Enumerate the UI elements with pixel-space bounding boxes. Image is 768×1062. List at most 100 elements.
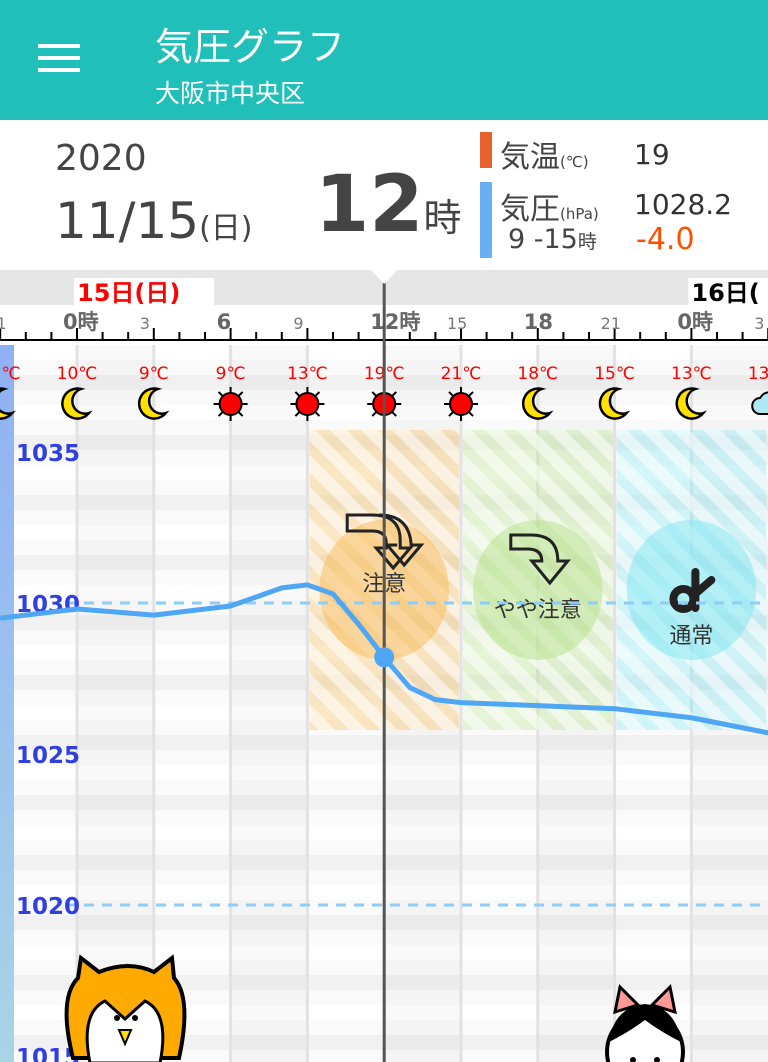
day-label-bg — [688, 278, 768, 305]
pressure-label-text: 気圧 — [500, 192, 560, 227]
down-arrow-icon — [509, 533, 571, 586]
sun-ray — [468, 411, 474, 417]
sun-ray — [217, 411, 224, 417]
date-value: 11/15 — [55, 192, 200, 250]
sun-ray — [371, 411, 378, 417]
hour-label: 15 — [447, 314, 467, 333]
sun-ray — [391, 391, 397, 397]
year: 2020 — [55, 138, 147, 179]
cloud-icon — [751, 391, 768, 415]
pressure-value: 1028.2 — [634, 188, 732, 221]
moon-icon — [61, 387, 93, 420]
sun-ray — [294, 391, 301, 397]
temperature-label: 13℃ — [287, 364, 328, 384]
change-range: 9 -15時 — [508, 224, 597, 255]
pressure-unit: (hPa) — [560, 205, 599, 223]
moon-shape — [521, 387, 554, 420]
change-value: -4.0 — [636, 222, 695, 257]
moon-icon — [0, 387, 16, 420]
temperature-label: 12℃ — [0, 364, 21, 384]
moon-shape — [137, 387, 170, 420]
temperature-label: 18℃ — [517, 364, 558, 384]
moon-shape — [598, 387, 631, 420]
hour-unit: 時 — [423, 196, 462, 240]
ok-icon-k — [691, 568, 716, 612]
hamburger-menu-icon[interactable] — [38, 44, 80, 74]
cloud-shape — [751, 391, 768, 415]
hour-label: 21 — [601, 314, 621, 333]
app-bar: 気圧グラフ 大阪市中央区 — [0, 0, 768, 120]
sun-icon — [213, 387, 248, 421]
sun-ray — [448, 391, 454, 397]
y-tick-label: 1020 — [16, 894, 80, 920]
sun-ray — [237, 411, 244, 417]
page-title: 気圧グラフ — [155, 25, 346, 69]
location-name: 大阪市中央区 — [155, 79, 306, 108]
sun-ray — [314, 391, 321, 397]
current-time-pointer — [371, 270, 398, 284]
hour-label: 9 — [293, 314, 303, 333]
sun-ray — [391, 411, 397, 417]
hour-label: 21 — [0, 314, 7, 333]
temp-unit: (℃) — [560, 153, 589, 171]
sun-icon — [444, 387, 478, 421]
temp-label: 気温(℃) — [500, 132, 589, 176]
pressure-chart[interactable]: 15日(日)16日(210時36912時1518210時3注意やや注意通常101… — [0, 270, 768, 1062]
temp-value: 19 — [634, 138, 670, 171]
column-shade — [77, 345, 154, 1062]
temp-legend-bar — [480, 132, 492, 168]
hour: 12時 — [315, 160, 462, 250]
sun-disc — [295, 392, 320, 416]
cat-mascot — [605, 983, 685, 1062]
temperature-label: 9℃ — [139, 364, 169, 384]
risk-zone-label: 通常 — [669, 624, 713, 649]
day-label: 15日(日) — [77, 279, 180, 307]
pressure-label: 気圧(hPa) — [500, 184, 599, 228]
hour-label: 6 — [217, 310, 232, 334]
day-label-bg — [74, 278, 214, 305]
moon-icon — [598, 387, 631, 420]
sun-ray — [217, 391, 224, 397]
y-tick-label: 1015 — [16, 1045, 80, 1062]
info-panel: 2020 11/15(日) 12時 気温(℃) 19 気圧(hPa) 1028.… — [0, 120, 768, 270]
temp-label-text: 気温 — [500, 140, 560, 175]
pressure-legend-bar — [480, 182, 492, 258]
moon-shape — [675, 387, 708, 420]
sun-ray — [448, 411, 454, 417]
day-label: 16日( — [691, 279, 759, 307]
date: 11/15(日) — [55, 192, 253, 250]
temperature-label: 21℃ — [441, 364, 482, 384]
pressure-line — [0, 582, 768, 736]
risk-zone-glow — [473, 520, 603, 660]
change-unit: 時 — [577, 231, 597, 253]
moon-icon — [521, 387, 554, 420]
sun-ray — [468, 391, 474, 397]
hour-label: 0時 — [63, 310, 99, 334]
moon-shape — [0, 387, 16, 420]
sun-ray — [371, 391, 378, 397]
hour-label: 0時 — [677, 310, 713, 334]
sun-ray — [294, 411, 301, 417]
temperature-label: 10℃ — [57, 364, 98, 384]
sun-disc — [449, 392, 473, 416]
temperature-label: 15℃ — [594, 364, 635, 384]
sun-ray — [314, 411, 321, 417]
sun-icon — [290, 387, 325, 421]
hour-label: 3 — [754, 314, 764, 333]
change-range-text: 9 -15 — [508, 224, 578, 255]
hour-label: 18 — [524, 310, 553, 334]
moon-icon — [137, 387, 170, 420]
temperature-label: 13℃ — [671, 364, 712, 384]
temperature-label: 9℃ — [216, 364, 246, 384]
y-tick-label: 1025 — [16, 743, 80, 769]
hour-value: 12 — [315, 160, 424, 250]
current-pressure-marker — [374, 647, 395, 668]
sun-disc — [218, 392, 243, 416]
hour-label: 3 — [140, 314, 150, 333]
moon-icon — [675, 387, 708, 420]
scroll-indicator[interactable] — [0, 345, 14, 1062]
weekday: (日) — [199, 211, 253, 246]
temperature-label: 13℃ — [748, 364, 768, 384]
hour-label: 12時 — [370, 310, 420, 334]
moon-shape — [61, 387, 93, 420]
